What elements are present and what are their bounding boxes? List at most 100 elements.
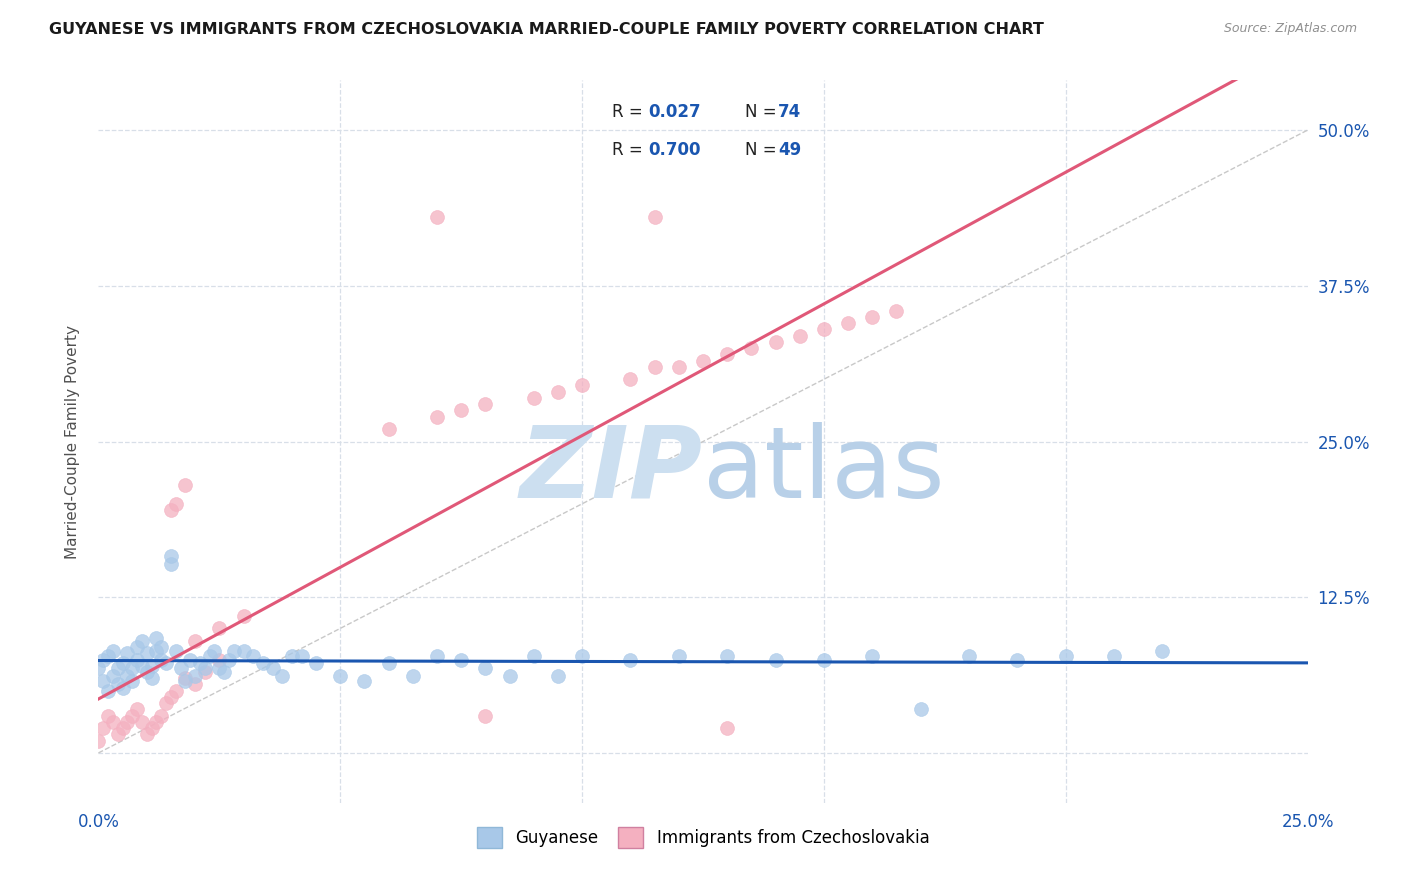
Point xyxy=(174,478,197,492)
Point xyxy=(212,665,235,679)
Point xyxy=(281,648,304,663)
Point xyxy=(131,633,153,648)
Point xyxy=(188,657,211,671)
Point xyxy=(155,696,177,710)
Point xyxy=(290,648,312,663)
Point xyxy=(135,646,157,660)
Point xyxy=(1152,644,1174,658)
Point xyxy=(252,657,274,671)
Point xyxy=(208,621,231,635)
Point xyxy=(271,669,294,683)
Point xyxy=(111,721,134,735)
Point xyxy=(141,671,163,685)
Point xyxy=(204,644,226,658)
Point xyxy=(716,347,738,361)
Point xyxy=(450,652,472,666)
Point xyxy=(155,657,177,671)
Point xyxy=(218,652,240,666)
Point xyxy=(97,648,120,663)
Point xyxy=(232,644,254,658)
Point xyxy=(668,648,690,663)
Text: N =: N = xyxy=(745,103,782,121)
Point xyxy=(141,658,163,673)
Point xyxy=(101,714,124,729)
Point xyxy=(101,669,124,683)
Point xyxy=(523,648,546,663)
Point xyxy=(1007,652,1029,666)
Point xyxy=(644,211,666,225)
Point xyxy=(232,609,254,624)
Point xyxy=(860,648,883,663)
Point xyxy=(547,669,569,683)
Point xyxy=(179,652,201,666)
Point xyxy=(813,322,835,336)
Point xyxy=(619,652,641,666)
Point xyxy=(765,334,787,349)
Point xyxy=(131,658,153,673)
Point xyxy=(91,652,114,666)
Point xyxy=(474,661,496,675)
Point xyxy=(910,702,932,716)
Point xyxy=(87,661,110,675)
Point xyxy=(160,549,183,563)
Point xyxy=(668,359,690,374)
Point xyxy=(765,652,787,666)
Point xyxy=(329,669,352,683)
Point xyxy=(789,328,811,343)
Point xyxy=(145,644,167,658)
Point xyxy=(644,359,666,374)
Point xyxy=(194,661,217,675)
Point xyxy=(886,303,908,318)
Point xyxy=(450,403,472,417)
Text: 0.027: 0.027 xyxy=(648,103,702,121)
Point xyxy=(716,648,738,663)
Point xyxy=(498,669,520,683)
Point xyxy=(208,652,231,666)
Point xyxy=(150,708,173,723)
Point xyxy=(813,652,835,666)
Point xyxy=(169,661,191,675)
Point xyxy=(262,661,284,675)
Text: GUYANESE VS IMMIGRANTS FROM CZECHOSLOVAKIA MARRIED-COUPLE FAMILY POVERTY CORRELA: GUYANESE VS IMMIGRANTS FROM CZECHOSLOVAK… xyxy=(49,22,1045,37)
Text: 0.700: 0.700 xyxy=(648,141,702,159)
Point xyxy=(692,353,714,368)
Point xyxy=(121,708,143,723)
Point xyxy=(150,652,173,666)
Text: R =: R = xyxy=(613,141,648,159)
Text: ZIP: ZIP xyxy=(520,422,703,519)
Point xyxy=(523,391,546,405)
Point xyxy=(107,727,129,741)
Point xyxy=(208,661,231,675)
Point xyxy=(194,665,217,679)
Legend: Guyanese, Immigrants from Czechoslovakia: Guyanese, Immigrants from Czechoslovakia xyxy=(468,819,938,856)
Point xyxy=(135,665,157,679)
Point xyxy=(222,644,245,658)
Point xyxy=(1102,648,1125,663)
Point xyxy=(426,211,449,225)
Text: Source: ZipAtlas.com: Source: ZipAtlas.com xyxy=(1223,22,1357,36)
Point xyxy=(107,661,129,675)
Point xyxy=(127,652,149,666)
Point xyxy=(837,316,859,330)
Point xyxy=(571,648,593,663)
Point xyxy=(740,341,762,355)
Point xyxy=(426,409,449,424)
Point xyxy=(165,497,187,511)
Text: 49: 49 xyxy=(778,141,801,159)
Text: atlas: atlas xyxy=(703,422,945,519)
Point xyxy=(716,721,738,735)
Point xyxy=(87,733,110,747)
Point xyxy=(97,708,120,723)
Point xyxy=(474,397,496,411)
Y-axis label: Married-Couple Family Poverty: Married-Couple Family Poverty xyxy=(65,325,80,558)
Point xyxy=(127,640,149,654)
Point xyxy=(1054,648,1077,663)
Point xyxy=(198,648,221,663)
Point xyxy=(377,657,399,671)
Point xyxy=(184,669,207,683)
Point xyxy=(353,673,375,688)
Point xyxy=(377,422,399,436)
Point xyxy=(107,677,129,691)
Text: R =: R = xyxy=(613,103,648,121)
Point xyxy=(571,378,593,392)
